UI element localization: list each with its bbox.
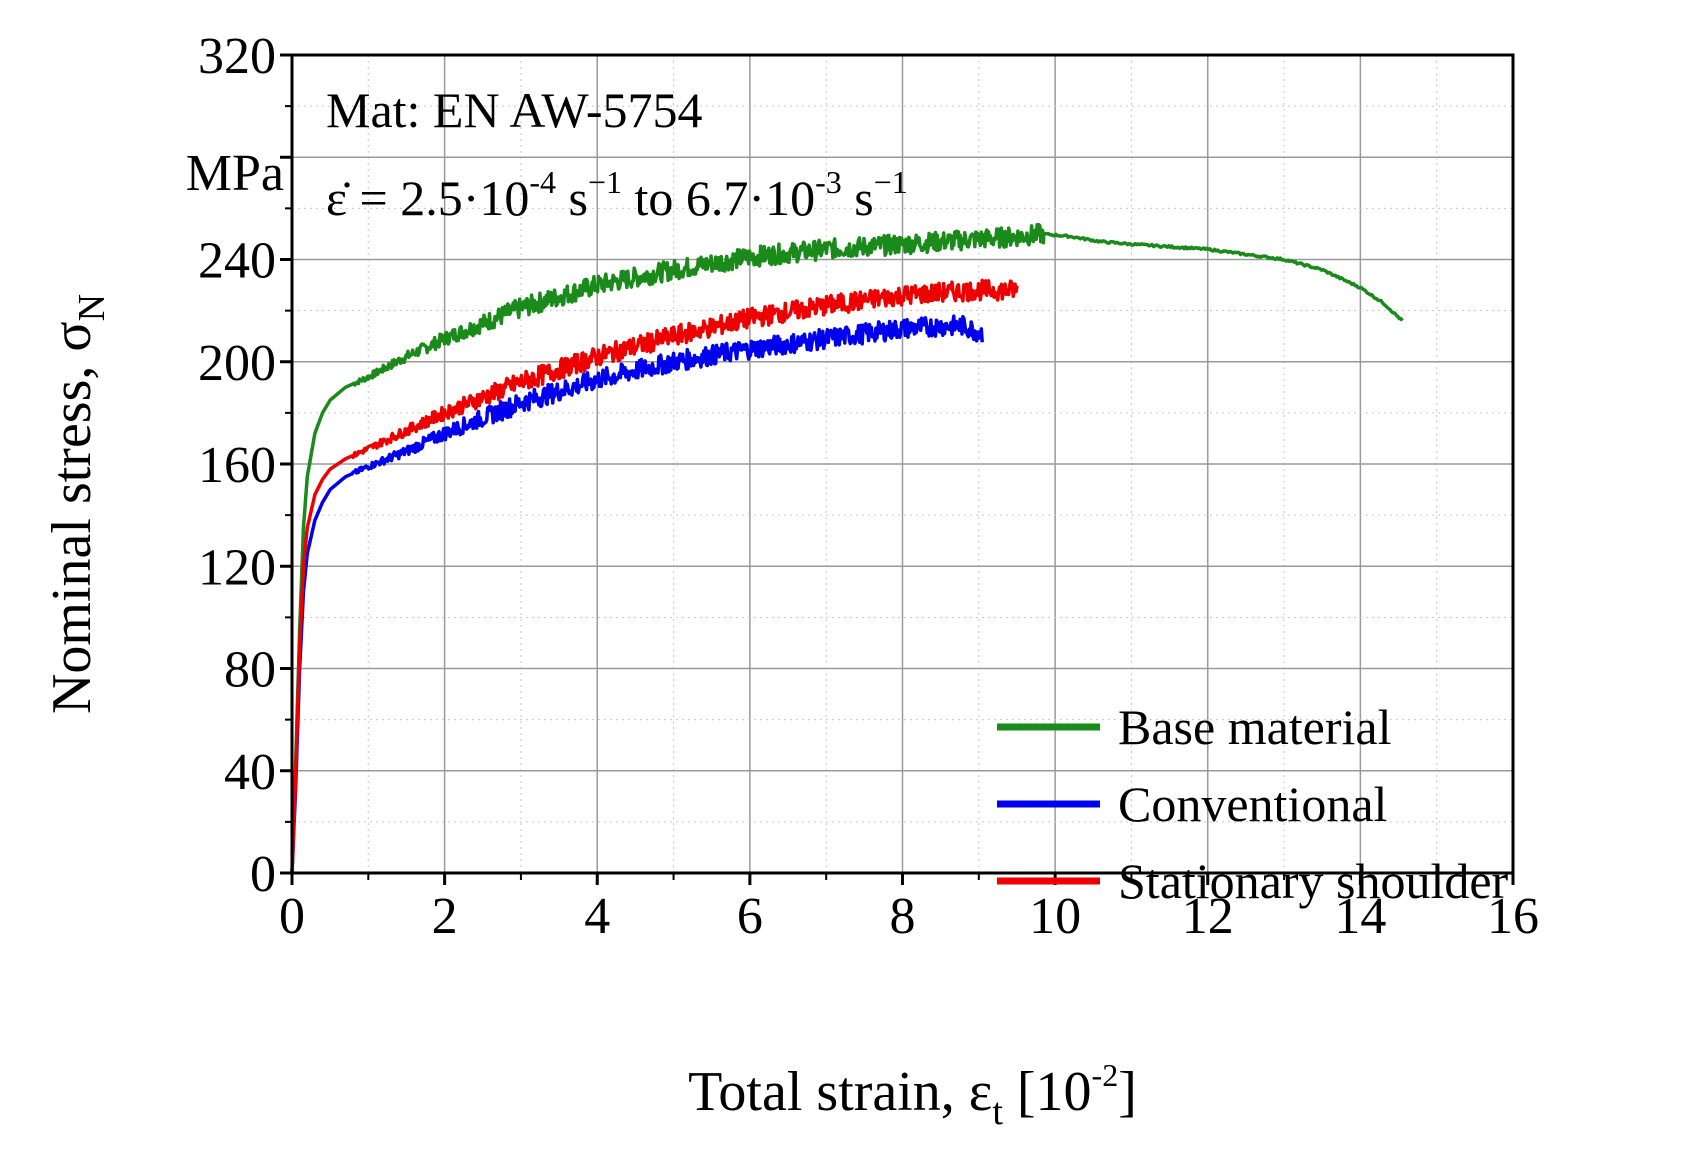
x-title-close: ] (1118, 1061, 1137, 1123)
x-axis-title: Total strain, εt [10-2] (688, 1057, 1137, 1133)
y-tick-label: 0 (250, 846, 276, 903)
y-title-sub: N (71, 294, 113, 321)
x-title-bracket: [10 (1003, 1061, 1092, 1123)
rate-part-2: s (556, 170, 588, 226)
y-axis-title: Nominal stress, σN (41, 294, 113, 714)
rate-sup-4: −1 (874, 164, 908, 200)
x-tick-label: 0 (279, 888, 305, 945)
legend-label: Conventional (1118, 776, 1387, 832)
y-tick-label: 160 (198, 437, 276, 494)
y-tick-label: 80 (224, 642, 276, 699)
rate-part-3: to 6.7·10 (622, 170, 815, 226)
x-tick-label: 12 (1182, 888, 1234, 945)
legend-label: Stationary shoulder (1118, 853, 1509, 909)
y-axis-unit: MPa (186, 145, 284, 202)
x-tick-label: 2 (432, 888, 458, 945)
rate-sup-3: -3 (815, 164, 842, 200)
x-tick-label: 10 (1029, 888, 1081, 945)
series-line-stationary-shoulder (290, 278, 1019, 874)
y-tick-label: 120 (198, 539, 276, 596)
legend: Base material Conventional Stationary shou… (997, 699, 1509, 909)
legend-label: Base material (1118, 699, 1392, 755)
x-title-main: Total strain, ε (688, 1061, 992, 1123)
rate-part-1: ε̇ = 2.5·10 (326, 170, 529, 226)
x-title-sub: t (992, 1091, 1003, 1133)
rate-sup-1: -4 (529, 164, 556, 200)
y-tick-label: 240 (198, 233, 276, 290)
material-annotation: Mat: EN AW-5754 (326, 82, 703, 138)
y-tick-label: 200 (198, 335, 276, 392)
series-line-conventional (290, 314, 984, 874)
x-tick-label: 16 (1487, 888, 1539, 945)
y-tick-label: 40 (224, 744, 276, 801)
rate-sup-2: −1 (588, 164, 622, 200)
strain-rate-annotation: ε̇ = 2.5·10-4 s−1 to 6.7·10-3 s−1 (326, 164, 908, 226)
x-tick-label: 14 (1334, 888, 1386, 945)
y-tick-label: 320 (198, 28, 276, 85)
y-title-main: Nominal stress, σ (41, 321, 103, 714)
series-line-base-material (290, 223, 1404, 874)
data-series (290, 223, 1404, 874)
rate-part-4: s (842, 170, 874, 226)
x-tick-label: 8 (890, 888, 916, 945)
grid-lines (292, 55, 1513, 873)
x-title-sup: -2 (1092, 1057, 1119, 1093)
x-tick-label: 6 (737, 888, 763, 945)
x-tick-label: 4 (584, 888, 610, 945)
